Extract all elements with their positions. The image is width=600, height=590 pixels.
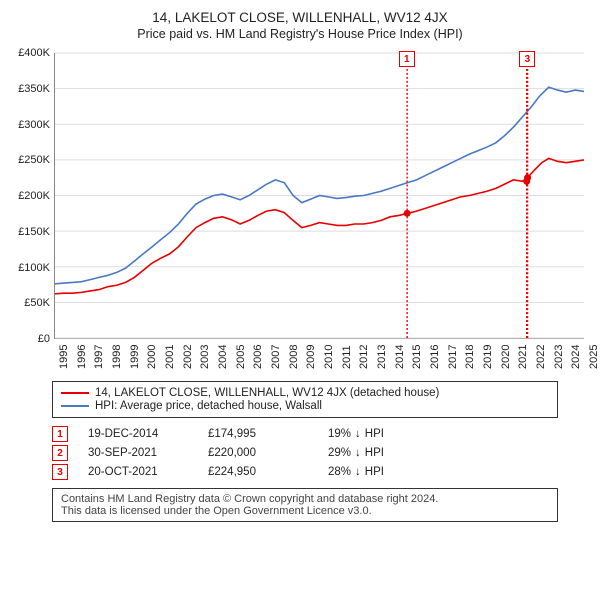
arrow-down-icon: ↓ <box>355 428 361 440</box>
x-axis-label: 2006 <box>252 345 260 369</box>
sale-row: 1 19-DEC-2014 £174,995 19% ↓ HPI <box>52 426 558 442</box>
x-axis-label: 2014 <box>394 345 402 369</box>
legend-label: HPI: Average price, detached house, Wals… <box>95 400 322 412</box>
x-axis-label: 2017 <box>447 345 455 369</box>
x-axis-label: 2020 <box>500 345 508 369</box>
footer-box: Contains HM Land Registry data © Crown c… <box>52 488 558 522</box>
x-axis-label: 2012 <box>358 345 366 369</box>
sale-diff-pct: 28% <box>328 466 351 478</box>
y-axis-label: £200K <box>12 190 50 202</box>
x-axis-label: 1995 <box>58 345 66 369</box>
sale-date: 30-SEP-2021 <box>88 447 188 459</box>
x-axis-label: 2018 <box>464 345 472 369</box>
sale-dot <box>524 174 531 181</box>
footer-line-2: This data is licensed under the Open Gov… <box>61 505 549 517</box>
legend-box: 14, LAKELOT CLOSE, WILLENHALL, WV12 4JX … <box>52 381 558 418</box>
y-axis-label: £150K <box>12 226 50 238</box>
x-axis-label: 2013 <box>376 345 384 369</box>
series-line <box>55 87 584 284</box>
x-axis-label: 2023 <box>553 345 561 369</box>
x-axis-label: 2004 <box>217 345 225 369</box>
sale-index-box: 3 <box>52 464 68 480</box>
x-axis-label: 1998 <box>111 345 119 369</box>
y-axis-label: £350K <box>12 83 50 95</box>
footer-line-1: Contains HM Land Registry data © Crown c… <box>61 493 549 505</box>
sale-diff-suffix: HPI <box>365 428 384 440</box>
y-axis-label: £400K <box>12 47 50 59</box>
sale-diff-pct: 19% <box>328 428 351 440</box>
plot-svg <box>55 53 584 338</box>
x-axis-label: 2002 <box>182 345 190 369</box>
sale-diff-suffix: HPI <box>365 466 384 478</box>
sale-date: 19-DEC-2014 <box>88 428 188 440</box>
x-axis-label: 2025 <box>588 345 596 369</box>
sale-index-box: 2 <box>52 445 68 461</box>
x-axis-label: 2022 <box>535 345 543 369</box>
legend-row: 14, LAKELOT CLOSE, WILLENHALL, WV12 4JX … <box>61 387 549 399</box>
sale-marker-box: 1 <box>399 51 415 67</box>
y-axis-label: £50K <box>12 297 50 309</box>
page-subtitle: Price paid vs. HM Land Registry's House … <box>8 27 592 41</box>
y-axis-label: £100K <box>12 262 50 274</box>
x-axis-label: 2021 <box>517 345 525 369</box>
sale-index-box: 1 <box>52 426 68 442</box>
page-title: 14, LAKELOT CLOSE, WILLENHALL, WV12 4JX <box>8 10 592 25</box>
sale-row: 3 20-OCT-2021 £224,950 28% ↓ HPI <box>52 464 558 480</box>
x-axis-label: 1996 <box>76 345 84 369</box>
sale-diff-pct: 29% <box>328 447 351 459</box>
sale-diff-suffix: HPI <box>365 447 384 459</box>
series-line <box>55 158 584 293</box>
sale-diff: 28% ↓ HPI <box>328 466 384 478</box>
sale-price: £220,000 <box>208 447 308 459</box>
x-axis-label: 2024 <box>570 345 578 369</box>
y-axis-label: £250K <box>12 154 50 166</box>
sale-price: £224,950 <box>208 466 308 478</box>
x-axis-label: 1999 <box>129 345 137 369</box>
sale-diff: 19% ↓ HPI <box>328 428 384 440</box>
x-axis-label: 2009 <box>305 345 313 369</box>
sale-price: £174,995 <box>208 428 308 440</box>
arrow-down-icon: ↓ <box>355 466 361 478</box>
x-axis-label: 2015 <box>411 345 419 369</box>
x-axis-label: 2008 <box>288 345 296 369</box>
legend-row: HPI: Average price, detached house, Wals… <box>61 400 549 412</box>
x-axis-label: 2000 <box>146 345 154 369</box>
y-axis-label: £0 <box>12 333 50 345</box>
x-axis-label: 2001 <box>164 345 172 369</box>
legend-swatch <box>61 405 89 407</box>
x-axis-label: 2016 <box>429 345 437 369</box>
sale-row: 2 30-SEP-2021 £220,000 29% ↓ HPI <box>52 445 558 461</box>
x-axis-label: 2007 <box>270 345 278 369</box>
legend-swatch <box>61 392 89 394</box>
x-axis-label: 1997 <box>93 345 101 369</box>
x-axis-label: 2003 <box>199 345 207 369</box>
x-axis-label: 2011 <box>341 345 349 369</box>
sale-marker-box: 3 <box>519 51 535 67</box>
plot-area <box>54 53 584 339</box>
sales-list: 1 19-DEC-2014 £174,995 19% ↓ HPI 2 30-SEP-2021 £… <box>52 426 558 480</box>
x-axis-label: 2005 <box>235 345 243 369</box>
x-axis-label: 2019 <box>482 345 490 369</box>
legend-label: 14, LAKELOT CLOSE, WILLENHALL, WV12 4JX … <box>95 387 439 399</box>
sale-diff: 29% ↓ HPI <box>328 447 384 459</box>
x-axis-label: 2010 <box>323 345 331 369</box>
chart-area: £0 £50K £100K £150K £200K £250K £300K £350K £400… <box>12 47 588 377</box>
y-axis-label: £300K <box>12 119 50 131</box>
sale-date: 20-OCT-2021 <box>88 466 188 478</box>
sale-dot <box>404 210 411 217</box>
arrow-down-icon: ↓ <box>355 447 361 459</box>
